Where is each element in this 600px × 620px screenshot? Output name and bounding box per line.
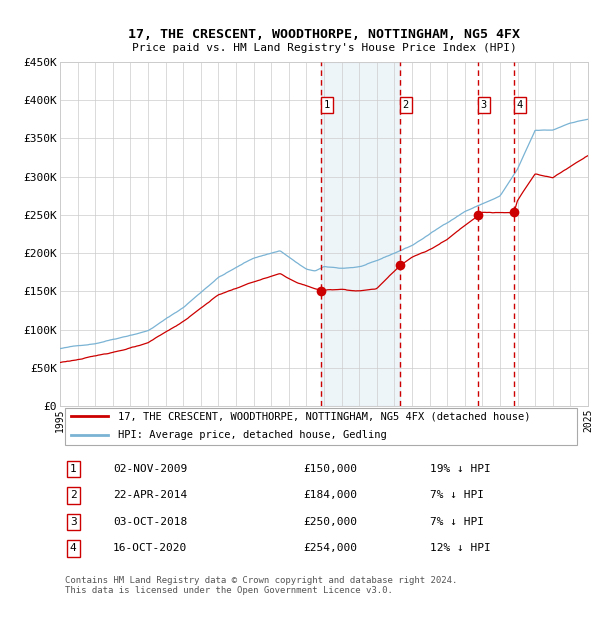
Text: 3: 3	[70, 517, 77, 527]
Text: 17, THE CRESCENT, WOODTHORPE, NOTTINGHAM, NG5 4FX: 17, THE CRESCENT, WOODTHORPE, NOTTINGHAM…	[128, 28, 520, 41]
Text: £150,000: £150,000	[303, 464, 357, 474]
Text: 1: 1	[324, 100, 330, 110]
Text: 03-OCT-2018: 03-OCT-2018	[113, 517, 187, 527]
Text: 7% ↓ HPI: 7% ↓ HPI	[430, 517, 484, 527]
Text: 17, THE CRESCENT, WOODTHORPE, NOTTINGHAM, NG5 4FX (detached house): 17, THE CRESCENT, WOODTHORPE, NOTTINGHAM…	[118, 411, 530, 422]
Text: 2: 2	[70, 490, 77, 500]
Text: 2: 2	[403, 100, 409, 110]
Text: HPI: Average price, detached house, Gedling: HPI: Average price, detached house, Gedl…	[118, 430, 387, 440]
Text: 19% ↓ HPI: 19% ↓ HPI	[430, 464, 490, 474]
Text: 02-NOV-2009: 02-NOV-2009	[113, 464, 187, 474]
Bar	[321, 62, 400, 406]
Text: £254,000: £254,000	[303, 543, 357, 554]
Text: 3: 3	[481, 100, 487, 110]
FancyBboxPatch shape	[65, 408, 577, 445]
Text: 1: 1	[70, 464, 77, 474]
Text: 16-OCT-2020: 16-OCT-2020	[113, 543, 187, 554]
Text: 4: 4	[517, 100, 523, 110]
Text: 7% ↓ HPI: 7% ↓ HPI	[430, 490, 484, 500]
Text: £250,000: £250,000	[303, 517, 357, 527]
Text: 22-APR-2014: 22-APR-2014	[113, 490, 187, 500]
Text: Contains HM Land Registry data © Crown copyright and database right 2024.
This d: Contains HM Land Registry data © Crown c…	[65, 576, 458, 595]
Text: 4: 4	[70, 543, 77, 554]
Text: Price paid vs. HM Land Registry's House Price Index (HPI): Price paid vs. HM Land Registry's House …	[131, 43, 517, 53]
Text: 12% ↓ HPI: 12% ↓ HPI	[430, 543, 490, 554]
Text: £184,000: £184,000	[303, 490, 357, 500]
